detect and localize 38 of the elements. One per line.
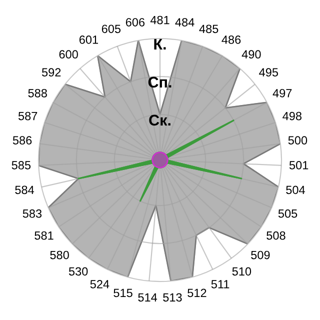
spoke-label: 580 [50,250,69,260]
spoke-label: 586 [12,136,32,145]
spoke-label: 500 [288,136,308,145]
spoke-label: 504 [286,186,305,194]
y-tick-label: Сп. [148,76,172,88]
y-tick-label: Ск. [149,114,170,126]
spoke-label: 484 [175,18,194,26]
spoke-label: 490 [242,50,261,59]
spoke-label: 588 [28,88,47,98]
spoke-label: 481 [150,16,170,24]
spoke-label: 508 [266,231,286,240]
spoke-label: 605 [102,24,121,34]
spoke-label: 512 [188,288,206,298]
spoke-label: 495 [259,68,278,77]
spoke-label: 513 [163,293,182,302]
spoke-label: 581 [34,231,54,240]
spoke-label: 505 [278,209,298,218]
spoke-label: 501 [289,161,308,170]
spoke-label: 585 [12,161,31,170]
spoke-label: 498 [282,112,302,120]
spoke-label: 524 [90,280,110,288]
spoke-label: 606 [126,18,145,26]
spoke-label: 497 [272,88,292,98]
spoke-label: 515 [114,288,132,298]
spoke-label: 530 [68,267,88,276]
spoke-label: 584 [15,186,34,194]
spoke-label: 509 [251,250,270,260]
y-tick-label: К. [154,38,166,50]
spoke-label: 592 [42,68,61,77]
spoke-label: 601 [79,36,98,44]
spoke-label: 486 [222,36,241,44]
spoke-label: 485 [199,24,218,34]
spoke-label: 510 [232,267,252,276]
spoke-label: 511 [211,280,230,288]
spoke-label: 514 [138,293,158,302]
spoke-label: 600 [59,50,78,59]
spoke-label: 583 [22,209,42,218]
spoke-label: 587 [18,112,38,120]
